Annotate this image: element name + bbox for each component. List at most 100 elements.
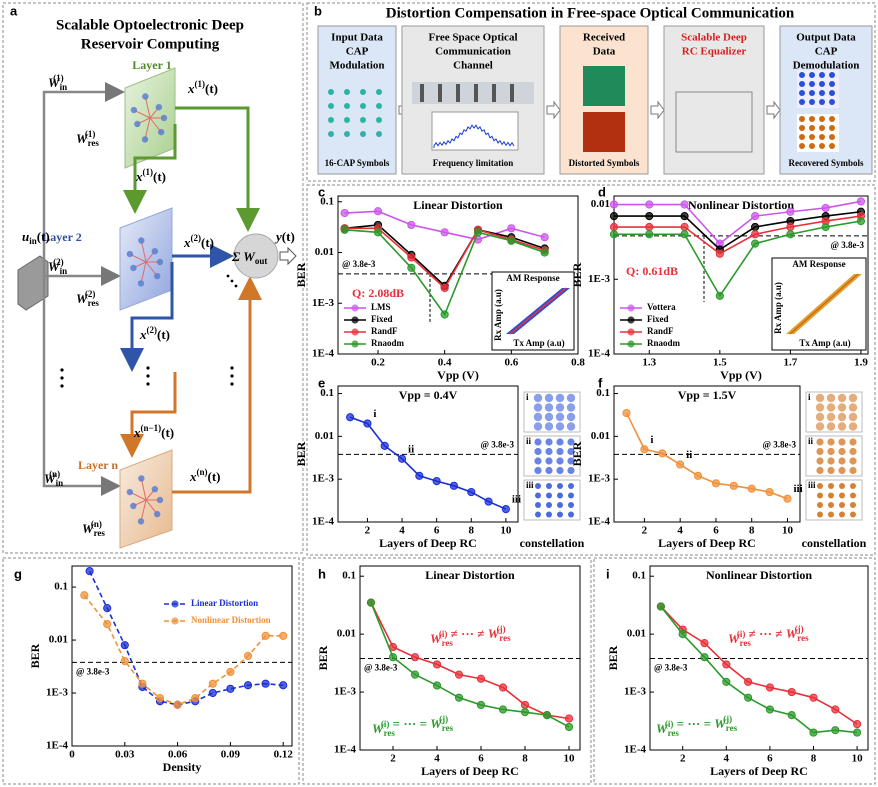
inset-y-label: Rx Amp (a.u) [493,289,503,341]
decoration [492,84,496,102]
chart-title: Vpp = 0.4V [399,388,458,402]
data-point [751,230,760,239]
decoration [546,492,552,499]
data-point [467,487,476,497]
decoration [850,511,856,518]
data-point [501,505,510,514]
box-caption: 16-CAP Symbols [325,158,390,168]
data-point [765,705,775,714]
math-text: ≠ ··· ≠ [447,626,487,641]
decoration [360,117,366,123]
box-title: Communication [435,46,511,58]
data-point [622,408,631,418]
decoration [533,393,543,403]
y-axis-label: BER [570,441,584,466]
decoration [829,81,835,87]
math-base: W [656,721,669,736]
y-tick-label: 0.1 [632,570,646,582]
legend-label: Linear Distortion [191,598,258,608]
data-point [640,445,649,454]
decoration [828,502,834,508]
decoration [510,84,514,102]
x-tick-label: 10 [564,753,576,765]
data-point [498,683,508,692]
layer-label: Layer 2 [42,230,81,244]
decoration [344,131,350,137]
decoration [815,393,825,403]
schematic-title: Reservoir Computing [81,36,220,52]
y-tick-label: 0.1 [342,570,356,582]
math-label: Win(1) [48,73,67,92]
y-tick-label: 1E-4 [312,348,335,360]
math-label: Wres(1) [76,129,99,148]
y-axis-label: BER [28,643,42,668]
panel-label: i [606,566,610,581]
data-point [765,683,775,692]
math-sup: (2) [147,325,158,335]
math-sup: (j) [723,714,732,724]
series-line [660,605,858,725]
decoration [809,143,815,149]
y-tick-label: 1E-4 [588,516,611,528]
decoration [153,510,161,518]
decoration [546,511,552,518]
decoration [546,502,552,508]
decoration [546,100,561,120]
box-title: Received [583,32,625,44]
decoration [819,99,825,105]
math-label: x(1)(t) [135,167,166,184]
decoration [826,393,836,403]
decoration [328,103,334,109]
decoration [837,422,847,431]
math-sub: res [740,638,752,648]
threshold-label: @ 3.8e-3 [481,439,515,449]
decoration [829,90,835,96]
legend-label: LMS [371,302,391,312]
x-tick-label: 1.5 [713,357,727,369]
decoration [819,143,825,149]
x-tick-label: 0.06 [168,749,188,761]
decoration [799,134,805,140]
data-point [680,200,689,209]
decoration [138,237,145,244]
math-sup: (j) [439,714,448,724]
y-tick-label: 1E-3 [312,297,335,309]
decoration [809,125,815,131]
data-point [715,249,724,258]
data-point [783,494,792,503]
y-tick-label: 0.01 [627,628,646,640]
y-axis-label: BER [294,441,308,466]
decoration [130,106,138,114]
plot-frame [71,565,293,747]
math-base: u [22,229,29,244]
decoration [567,438,575,446]
decoration [826,403,836,412]
x-axis-label: Layers of Deep RC [421,764,519,778]
legend-marker [627,304,635,312]
threshold-label: @ 3.8e-3 [76,666,110,676]
decoration [815,412,825,422]
decoration [138,475,145,482]
math-sup: (n) [49,469,60,479]
constellation-tag: ii [808,436,814,446]
decoration [567,466,575,475]
y-axis-label: BER [570,262,584,287]
panel-label: f [598,375,603,390]
data-point [407,220,416,230]
decoration [544,422,554,431]
math-base: x [139,327,147,342]
data-point [454,693,464,702]
y-tick-label: 0.1 [320,387,334,399]
decoration [555,412,565,422]
data-point [410,653,420,662]
decoration [799,143,805,149]
y-tick-label: 0.1 [54,581,68,593]
decoration [557,511,563,518]
y-axis-label: BER [294,262,308,287]
math-sup: (1) [85,129,96,139]
data-point [173,700,182,709]
legend-label: RandF [371,326,398,336]
data-point [540,248,549,257]
legend-label: Vottera [647,302,676,312]
